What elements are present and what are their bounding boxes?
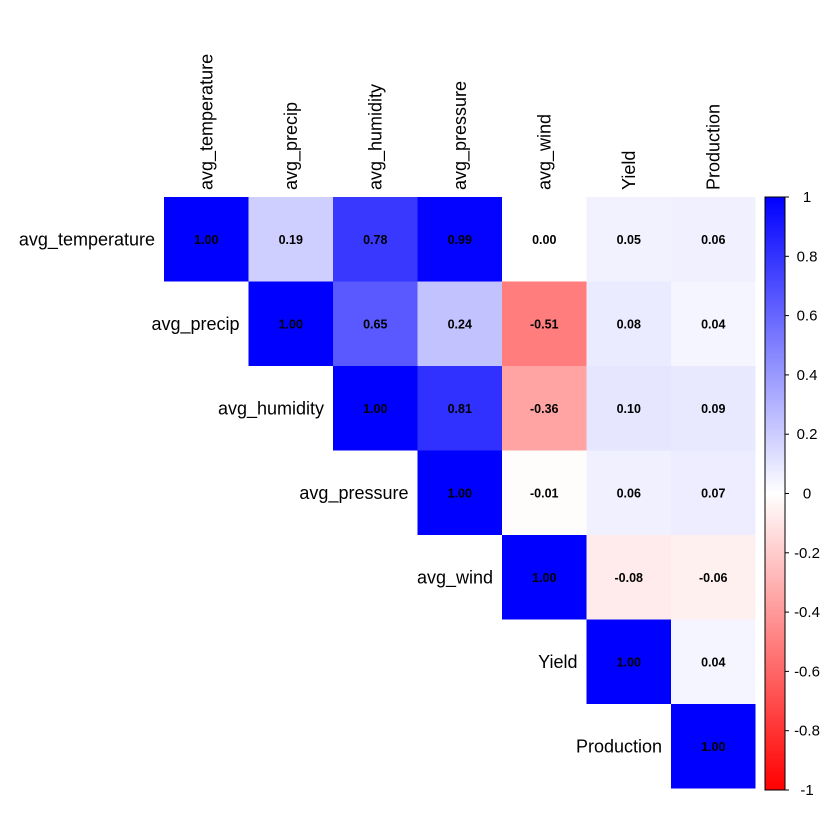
heatmap-cell-avg_temperature-avg_pressure (417, 197, 502, 282)
heatmap-cell-avg_precip-Production (671, 281, 756, 366)
heatmap-cell-avg_precip-avg_pressure (417, 281, 502, 366)
cell-value-label: 0.00 (532, 233, 556, 247)
heatmap-cell-avg_humidity-Production (671, 366, 756, 451)
cell-value-label: 0.09 (701, 402, 725, 416)
cell-value-label: 1.00 (532, 571, 556, 585)
cell-value-label: 0.81 (448, 402, 472, 416)
row-label-Yield: Yield (538, 652, 577, 672)
colorbar-tick-label: 0.6 (797, 308, 818, 325)
cell-value-label: 0.07 (701, 486, 725, 500)
heatmap-cell-avg_temperature-avg_wind (502, 197, 587, 282)
column-label-Yield: Yield (619, 151, 639, 190)
cell-value-label: -0.08 (615, 571, 644, 585)
heatmap-cell-avg_precip-Yield (586, 281, 671, 366)
row-label-Production: Production (576, 736, 662, 756)
column-label-avg_humidity: avg_humidity (365, 84, 386, 190)
heatmap-cell-Yield-Yield (586, 619, 671, 704)
heatmap-cell-avg_pressure-avg_pressure (417, 450, 502, 535)
cell-value-label: 0.08 (617, 317, 641, 331)
cell-value-label: 0.06 (701, 233, 725, 247)
colorbar-tick-label: 0.4 (797, 367, 818, 384)
cell-value-label: 0.99 (448, 233, 472, 247)
colorbar-tick-label: -0.6 (794, 663, 820, 680)
column-label-avg_temperature: avg_temperature (196, 54, 217, 190)
heatmap-cell-Yield-Production (671, 619, 756, 704)
cell-value-label: 1.00 (701, 740, 725, 754)
column-label-avg_pressure: avg_pressure (450, 81, 471, 190)
heatmap-cell-avg_humidity-Yield (586, 366, 671, 451)
colorbar-tick-label: 0.2 (797, 426, 818, 443)
row-labels: avg_temperature avg_precip avg_humidityavg… (19, 229, 662, 756)
colorbar-tick-label: 0.8 (797, 248, 818, 265)
colorbar-tick-label: -0.4 (794, 604, 820, 621)
cell-value-label: 1.00 (279, 317, 303, 331)
cell-value-label: 1.00 (194, 233, 218, 247)
heatmap-cell-avg_humidity-avg_pressure (417, 366, 502, 451)
heatmap-cell-avg_wind-avg_wind (502, 535, 587, 620)
column-labels: avg_temperature avg_precip avg_humidity avg… (196, 54, 723, 190)
column-label-avg_wind: avg_wind (534, 114, 555, 190)
row-label-avg_precip: avg_precip (151, 314, 239, 335)
colorbar-gradient (764, 196, 786, 791)
heatmap-cell-avg_temperature-avg_temperature (164, 197, 249, 282)
colorbar-tick-label: -1 (800, 782, 813, 799)
heatmap-cell-avg_precip-avg_precip (248, 281, 333, 366)
cell-value-label: 0.65 (363, 317, 387, 331)
heatmap-cell-avg_pressure-avg_wind (502, 450, 587, 535)
heatmap-cell-avg_temperature-avg_humidity (333, 197, 418, 282)
heatmap-cell-avg_precip-avg_humidity (333, 281, 418, 366)
cell-value-label: 1.00 (448, 486, 472, 500)
cell-value-label: 1.00 (363, 402, 387, 416)
cell-value-label: 0.06 (617, 486, 641, 500)
colorbar-legend: 1 0.8 0.6 0.4 0.2 0 -0.2 -0.4 -0.6 -0.8 -1 (764, 189, 820, 799)
colorbar-tick-label: 1 (803, 189, 811, 206)
cell-value-label: 0.24 (448, 317, 472, 331)
row-label-avg_pressure: avg_pressure (299, 483, 408, 504)
colorbar-tick-label: -0.8 (794, 723, 820, 740)
row-label-avg_temperature: avg_temperature (19, 229, 155, 250)
cell-value-label: -0.06 (699, 571, 728, 585)
cell-value-label: 0.78 (363, 233, 387, 247)
column-label-Production: Production (703, 104, 723, 190)
colorbar-tick-label: -0.2 (794, 545, 820, 562)
heatmap-cell-avg_temperature-Yield (586, 197, 671, 282)
cell-value-label: -0.36 (530, 402, 559, 416)
cell-value-label: 0.19 (279, 233, 303, 247)
heatmap-cell-avg_wind-Yield (586, 535, 671, 620)
heatmap-cell-avg_wind-Production (671, 535, 756, 620)
heatmap-cell-avg_humidity-avg_wind (502, 366, 587, 451)
cell-value-label: 1.00 (617, 655, 641, 669)
cell-value-label: 0.04 (701, 317, 725, 331)
heatmap-cell-Production-Production (671, 704, 756, 789)
heatmap-cell-avg_precip-avg_wind (502, 281, 587, 366)
cell-value-label: 0.04 (701, 655, 725, 669)
heatmap-cell-avg_pressure-Production (671, 450, 756, 535)
row-label-avg_wind: avg_wind (417, 567, 493, 588)
cell-value-label: 0.05 (617, 233, 641, 247)
row-label-avg_humidity: avg_humidity (218, 398, 324, 419)
heatmap-cell-avg_humidity-avg_humidity (333, 366, 418, 451)
heatmap-cell-avg_temperature-Production (671, 197, 756, 282)
colorbar-tick-label: 0 (803, 486, 811, 503)
heatmap-cell-avg_temperature-avg_precip (248, 197, 333, 282)
cell-value-label: -0.51 (530, 317, 559, 331)
cell-value-label: -0.01 (530, 486, 559, 500)
cell-value-label: 0.10 (617, 402, 641, 416)
heatmap-cells: 1.00 0.19 0.78 0.99 0.00 0.05 0.06 1.00 0.65 0.24… (164, 197, 756, 789)
column-label-avg_precip: avg_precip (281, 102, 302, 190)
heatmap-cell-avg_pressure-Yield (586, 450, 671, 535)
